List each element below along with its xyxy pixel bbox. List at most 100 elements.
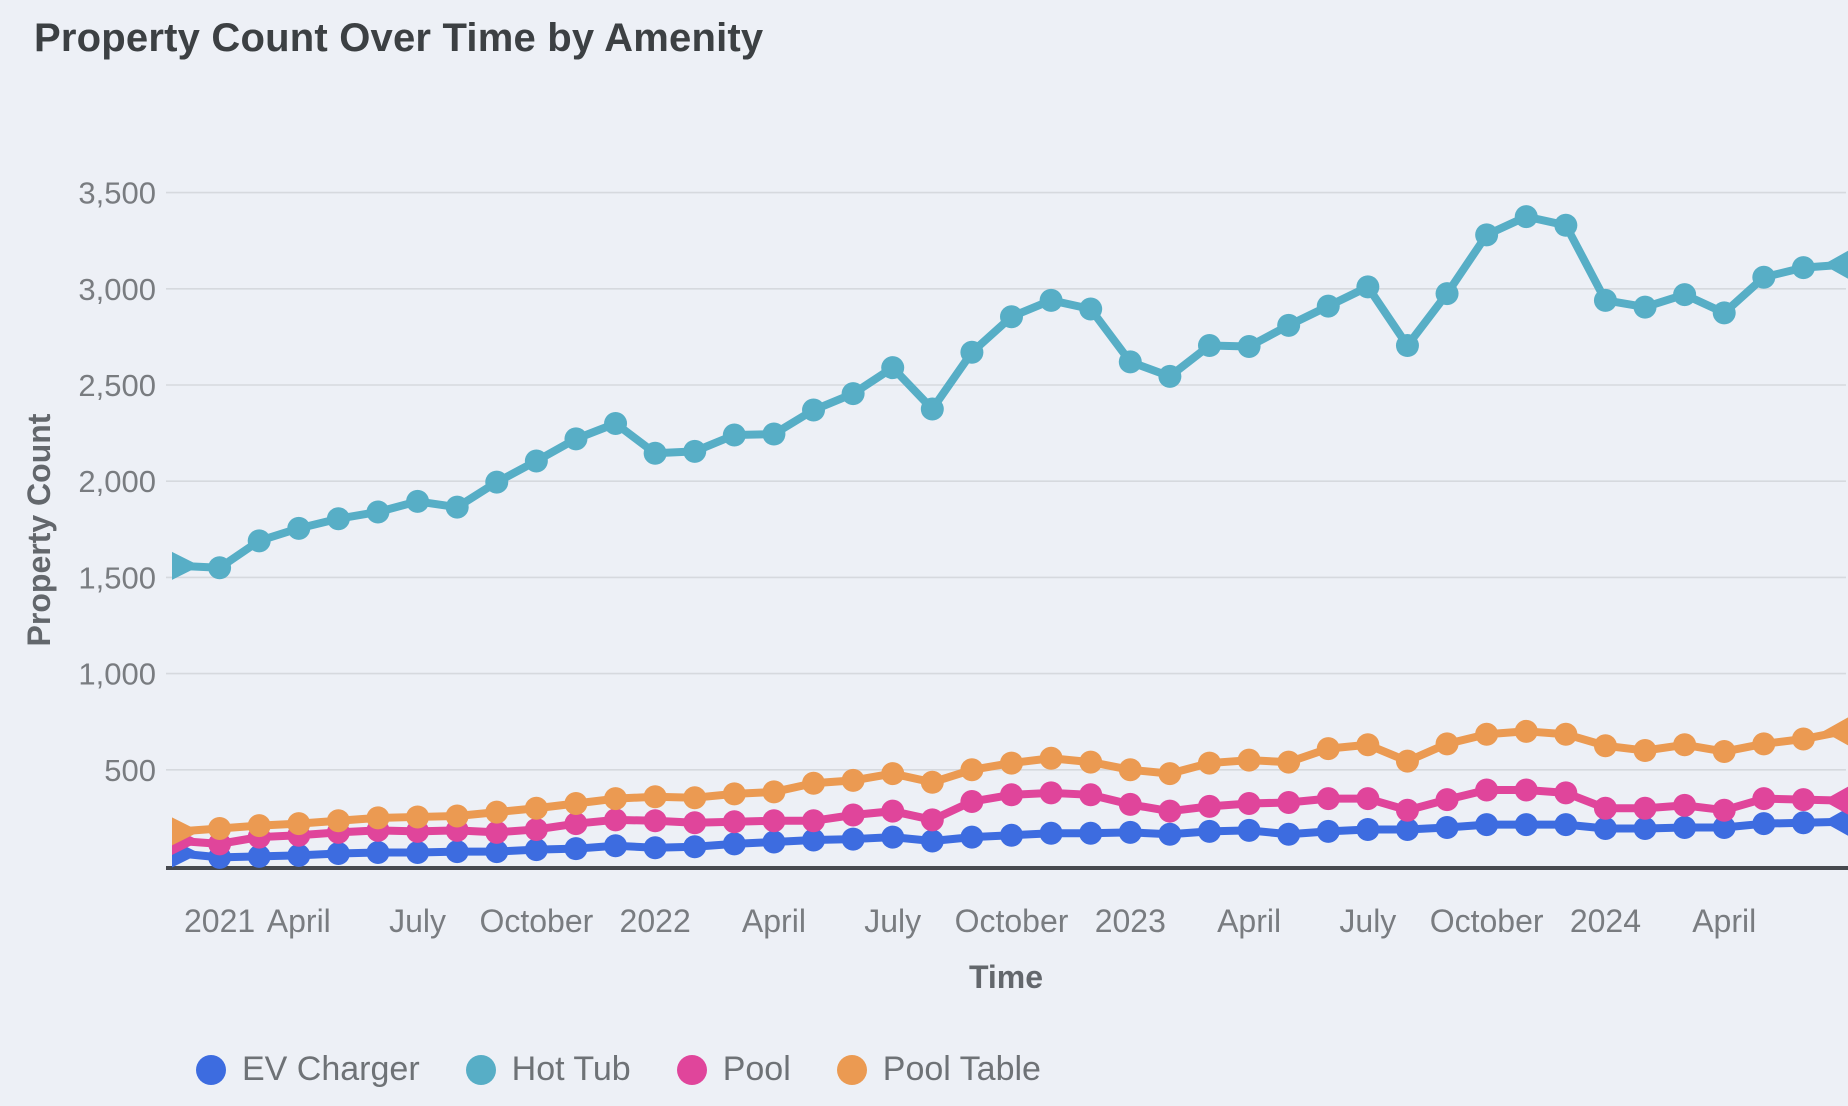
data-point-ev-charger	[1118, 820, 1142, 844]
data-point-pool-table	[1197, 751, 1221, 775]
data-point-ev-charger	[643, 836, 667, 860]
data-point-pool	[1356, 787, 1380, 811]
data-point-ev-charger	[881, 825, 905, 849]
x-axis-labels: 2021 April July October 2022 April July October…	[184, 903, 1756, 939]
data-point-ev-charger	[802, 828, 826, 852]
data-point-pool	[1554, 781, 1578, 805]
data-point-ev-charger	[1593, 816, 1617, 840]
data-point-hot-tub	[683, 439, 707, 463]
data-point-pool-table	[247, 814, 271, 838]
x-tick-label: April	[267, 903, 331, 939]
data-point-hot-tub	[802, 398, 826, 422]
y-tick-label: 500	[104, 753, 156, 788]
data-point-ev-charger	[287, 843, 311, 867]
data-point-ev-charger	[1079, 821, 1103, 845]
data-point-pool-table	[802, 771, 826, 795]
data-point-ev-charger	[1514, 813, 1538, 837]
data-point-pool-table	[1791, 727, 1815, 751]
data-point-ev-charger	[841, 827, 865, 851]
data-point-ev-charger	[1633, 816, 1657, 840]
data-point-hot-tub	[247, 529, 271, 553]
series-end-arrow-ev-charger	[1823, 807, 1848, 836]
legend-item-pool-table[interactable]: Pool Table	[836, 1050, 1041, 1089]
legend-item-pool[interactable]: Pool	[676, 1050, 791, 1089]
series-pool	[172, 778, 1848, 856]
data-point-hot-tub	[1118, 350, 1142, 374]
x-tick-label: 2023	[1095, 903, 1166, 939]
data-point-ev-charger	[604, 834, 628, 858]
data-point-hot-tub	[287, 516, 311, 540]
data-point-pool	[604, 808, 628, 832]
x-tick-label: October	[955, 903, 1069, 939]
data-point-ev-charger	[247, 844, 271, 868]
data-point-hot-tub	[326, 507, 350, 531]
data-point-hot-tub	[1158, 364, 1182, 388]
data-point-ev-charger	[1791, 811, 1815, 835]
data-point-pool-table	[326, 809, 350, 833]
data-point-ev-charger	[524, 838, 548, 862]
series-pool-table	[172, 717, 1848, 846]
data-point-ev-charger	[1395, 817, 1419, 841]
data-point-ev-charger	[1712, 816, 1736, 840]
data-point-ev-charger	[406, 841, 430, 865]
data-point-pool	[643, 809, 667, 833]
data-point-hot-tub	[841, 382, 865, 406]
data-point-hot-tub	[1514, 205, 1538, 229]
data-point-hot-tub	[920, 397, 944, 421]
data-point-ev-charger	[1752, 812, 1776, 836]
data-point-hot-tub	[485, 470, 509, 494]
data-point-ev-charger	[1356, 817, 1380, 841]
x-tick-label: 2024	[1570, 903, 1641, 939]
data-point-pool-table	[604, 787, 628, 811]
x-tick-label: October	[479, 903, 593, 939]
data-point-pool-table	[841, 768, 865, 792]
data-point-pool-table	[1158, 762, 1182, 786]
data-point-ev-charger	[1000, 823, 1023, 847]
data-point-ev-charger	[366, 841, 390, 865]
x-tick-label: 2021	[184, 903, 255, 939]
data-point-hot-tub	[208, 556, 232, 580]
x-tick-label: July	[1339, 903, 1396, 939]
data-point-pool-table	[406, 805, 430, 829]
data-point-hot-tub	[1356, 275, 1380, 299]
data-point-pool	[1039, 781, 1063, 805]
data-point-pool-table	[1752, 732, 1776, 756]
x-tick-label: April	[1217, 903, 1281, 939]
y-tick-label: 3,500	[78, 176, 156, 211]
data-point-pool-table	[1712, 740, 1736, 764]
series-end-arrow-hot-tub	[1823, 250, 1848, 279]
data-point-pool	[1475, 778, 1499, 802]
data-point-pool	[1158, 799, 1182, 823]
data-point-pool	[1277, 791, 1301, 815]
data-point-ev-charger	[1277, 822, 1301, 846]
data-point-pool-table	[1395, 749, 1419, 773]
data-point-hot-tub	[1712, 301, 1736, 325]
data-point-ev-charger	[445, 840, 469, 864]
x-tick-label: April	[1692, 903, 1756, 939]
data-point-pool-table	[366, 806, 390, 830]
data-point-hot-tub	[406, 489, 430, 513]
data-point-ev-charger	[1158, 822, 1182, 846]
y-tick-label: 2,000	[78, 464, 156, 499]
data-point-pool	[841, 803, 865, 827]
data-point-pool-table	[960, 758, 984, 782]
data-point-hot-tub	[1000, 305, 1023, 329]
data-point-hot-tub	[564, 427, 588, 451]
data-point-pool-table	[1514, 719, 1538, 743]
data-point-pool-table	[524, 796, 548, 820]
legend-item-ev-charger[interactable]: EV Charger	[196, 1050, 420, 1089]
data-point-hot-tub	[366, 500, 390, 524]
chart-title: Property Count Over Time by Amenity	[34, 16, 764, 60]
data-point-pool-table	[1039, 746, 1063, 770]
data-point-ev-charger	[564, 837, 588, 861]
data-point-hot-tub	[881, 356, 905, 380]
data-point-pool-table	[1633, 739, 1657, 763]
data-point-ev-charger	[1673, 816, 1697, 840]
data-point-ev-charger	[485, 840, 509, 864]
data-point-pool-table	[1554, 722, 1578, 746]
data-point-ev-charger	[326, 841, 350, 865]
series-line-pool-table	[176, 727, 1847, 836]
data-point-ev-charger	[762, 830, 786, 854]
legend-item-hot-tub[interactable]: Hot Tub	[465, 1050, 631, 1089]
data-point-pool	[1316, 787, 1340, 811]
